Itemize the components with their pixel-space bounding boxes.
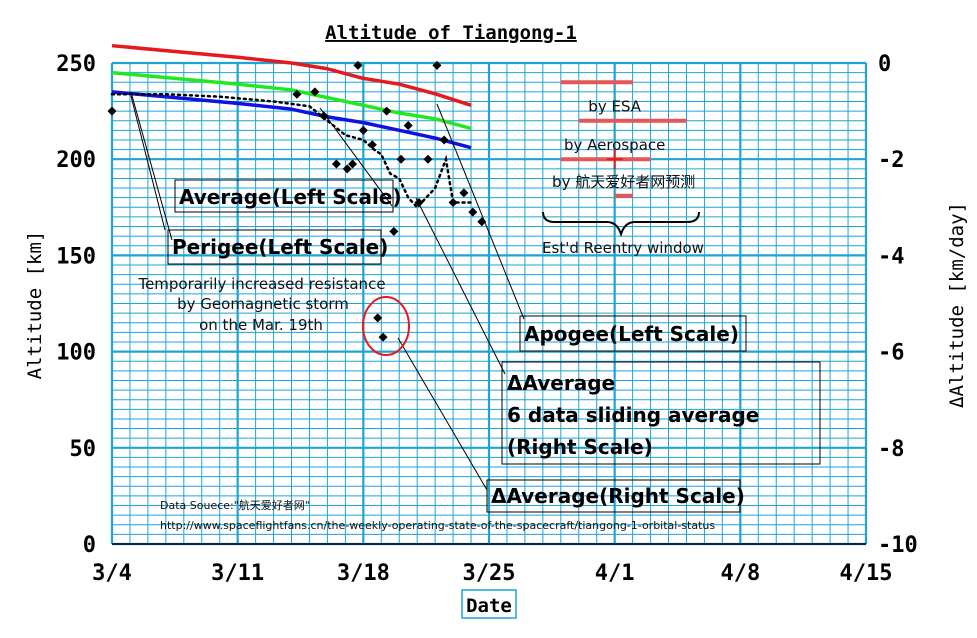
storm-note-line1: Temporarily increased resistance xyxy=(137,275,385,293)
data-point xyxy=(107,106,117,116)
data-point xyxy=(378,332,388,342)
data-point xyxy=(389,226,399,236)
series-line xyxy=(111,43,472,107)
y-right-tick-label: -6 xyxy=(878,341,905,366)
delta-sliding-label-line3: (Right Scale) xyxy=(507,435,653,459)
data-point xyxy=(331,159,341,169)
x-tick-label: 4/15 xyxy=(840,561,893,586)
average-label: Average(Left Scale) xyxy=(179,185,402,209)
series-lines xyxy=(110,43,473,210)
delta-points-label: ΔAverage(Right Scale) xyxy=(491,484,745,508)
data-point xyxy=(373,313,383,323)
storm-note-line2: by Geomagnetic storm xyxy=(177,295,349,313)
data-point xyxy=(396,154,406,164)
y-left-tick-label: 200 xyxy=(56,148,96,173)
series-line xyxy=(111,90,472,150)
x-tick-label: 3/4 xyxy=(92,561,132,586)
y-left-tick-label: 100 xyxy=(56,341,96,366)
data-point xyxy=(432,60,442,70)
delta-points-label-box xyxy=(486,479,741,513)
y-right-tick-label: 0 xyxy=(878,52,891,77)
x-tick-label: 3/18 xyxy=(337,561,390,586)
storm-circle xyxy=(362,296,410,356)
data-point xyxy=(342,164,352,174)
perigee-label: Perigee(Left Scale) xyxy=(172,235,388,259)
reentry-window-label: Est'd Reentry window xyxy=(542,239,704,257)
data-point xyxy=(310,87,320,97)
apogee-label: Apogee(Left Scale) xyxy=(524,322,739,346)
y-left-tick-label: 50 xyxy=(70,437,97,462)
x-axis-label-frame xyxy=(461,589,517,619)
y-left-tick-label: 150 xyxy=(56,244,96,269)
data-point xyxy=(292,89,302,99)
y-right-tick-label: -10 xyxy=(878,533,918,558)
apogee-label-box xyxy=(519,315,747,352)
delta-sliding-label-line2: 6 data sliding average xyxy=(507,403,759,427)
data-point xyxy=(468,207,478,217)
y-right-tick-label: -8 xyxy=(878,437,905,462)
perigee-label-box xyxy=(167,229,382,265)
series-line xyxy=(111,70,472,131)
reentry-brace xyxy=(542,211,700,238)
delta-sliding-label-box xyxy=(501,361,821,465)
data-point xyxy=(448,197,458,207)
reentry-window-source: by Aerospace xyxy=(564,136,665,154)
data-point xyxy=(403,121,413,131)
data-point xyxy=(319,111,329,121)
x-tick-label: 4/8 xyxy=(720,561,760,586)
average-label-box xyxy=(174,179,394,213)
data-point xyxy=(459,188,469,198)
y-right-tick-label: -2 xyxy=(878,148,905,173)
data-point xyxy=(423,154,433,164)
y-axis-label-right: ΔAltitude [km/day] xyxy=(946,202,968,408)
data-point xyxy=(439,135,449,145)
data-point xyxy=(353,60,363,70)
chart-title: Altitude of Tiangong-1 xyxy=(325,22,577,44)
x-axis-label: Date xyxy=(466,595,512,617)
y-left-tick-label: 0 xyxy=(83,533,96,558)
reentry-window-source: by 航天爱好者网预测 xyxy=(552,173,695,191)
y-left-tick-label: 250 xyxy=(56,52,96,77)
source-line1: Data Souece:"航天爱好者网" xyxy=(160,498,310,512)
delta-markers xyxy=(107,60,487,342)
source-line2: http://www.spaceflightfans.cn/the-weekly… xyxy=(160,519,715,532)
data-point xyxy=(367,140,377,150)
y-axis-label-left: Altitude [km] xyxy=(24,231,46,380)
x-tick-label: 3/11 xyxy=(211,561,264,586)
data-point xyxy=(358,125,368,135)
delta-sliding-label-line1: ΔAverage xyxy=(507,371,615,395)
y-right-tick-label: -4 xyxy=(878,244,905,269)
reentry-windows: by ESA by Aerospace by 航天爱好者网预测 xyxy=(552,80,695,198)
tick-labels: 3/4 3/11 3/18 3/25 4/1 4/8 4/15 0 50 100 150 200 250… xyxy=(56,52,918,586)
storm-note-line3: on the Mar. 19th xyxy=(199,316,323,334)
reentry-window-source: by ESA xyxy=(588,98,641,116)
x-tick-label: 3/25 xyxy=(463,561,516,586)
x-tick-label: 4/1 xyxy=(595,561,635,586)
series-line xyxy=(110,93,473,210)
data-point xyxy=(348,159,358,169)
leader-lines xyxy=(130,91,525,491)
data-point xyxy=(382,106,392,116)
